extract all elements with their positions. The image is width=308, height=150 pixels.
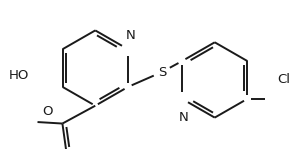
Text: N: N — [126, 29, 136, 42]
Text: HO: HO — [8, 69, 29, 82]
Text: O: O — [42, 105, 53, 118]
Text: Cl: Cl — [277, 74, 290, 86]
Text: S: S — [158, 66, 166, 79]
Text: N: N — [179, 111, 189, 124]
